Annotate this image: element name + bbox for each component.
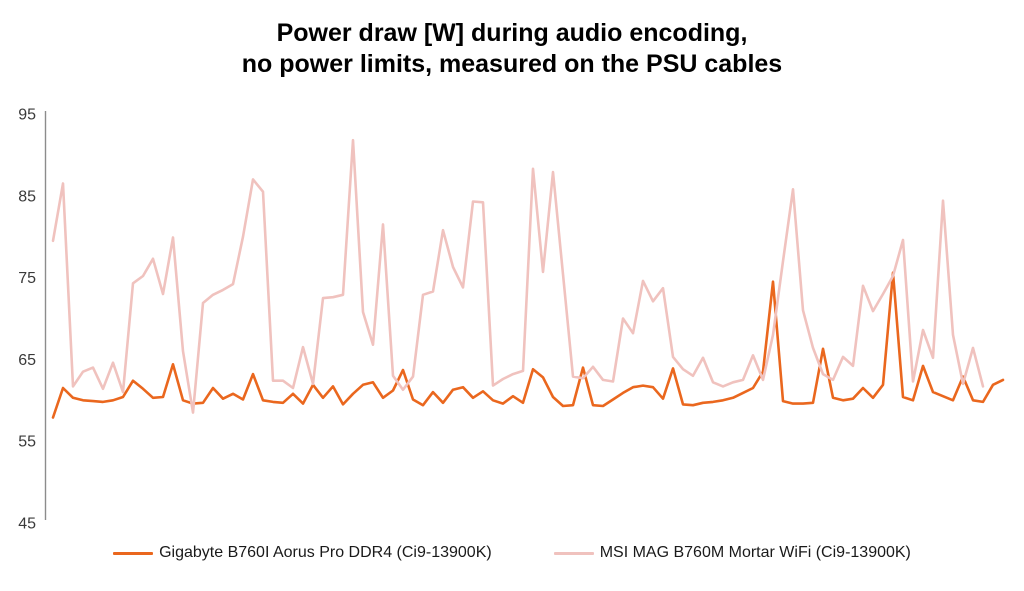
- chart-title-line-1: Power draw [W] during audio encoding,: [276, 19, 748, 47]
- chart-title-line-2: no power limits, measured on the PSU cab…: [241, 50, 783, 78]
- legend-item-msi: MSI MAG B760M Mortar WiFi (Ci9-13900K): [553, 544, 911, 562]
- y-axis-tick-label: 55: [18, 434, 36, 451]
- y-axis-tick-label: 45: [18, 516, 36, 533]
- y-axis-tick-label: 95: [18, 107, 36, 124]
- legend-label-msi: MSI MAG B760M Mortar WiFi (Ci9-13900K): [599, 544, 911, 561]
- legend-item-gigabyte: Gigabyte B760I Aorus Pro DDR4 (Ci9-13900…: [113, 544, 492, 562]
- gigabyte-line-swatch-icon: [113, 551, 154, 555]
- y-axis-tick-label: 65: [18, 352, 36, 369]
- series-gigabyte-line: [51, 271, 1005, 419]
- legend-label-gigabyte: Gigabyte B760I Aorus Pro DDR4 (Ci9-13900…: [159, 544, 492, 561]
- series-msi-line: [51, 138, 985, 414]
- y-axis-tick-label: 75: [18, 270, 36, 287]
- chart-title: Power draw [W] during audio encoding, no…: [0, 18, 1024, 80]
- y-axis-tick-label: 85: [18, 188, 36, 205]
- msi-line-swatch-icon: [553, 551, 594, 555]
- chart-legend: Gigabyte B760I Aorus Pro DDR4 (Ci9-13900…: [0, 544, 1024, 562]
